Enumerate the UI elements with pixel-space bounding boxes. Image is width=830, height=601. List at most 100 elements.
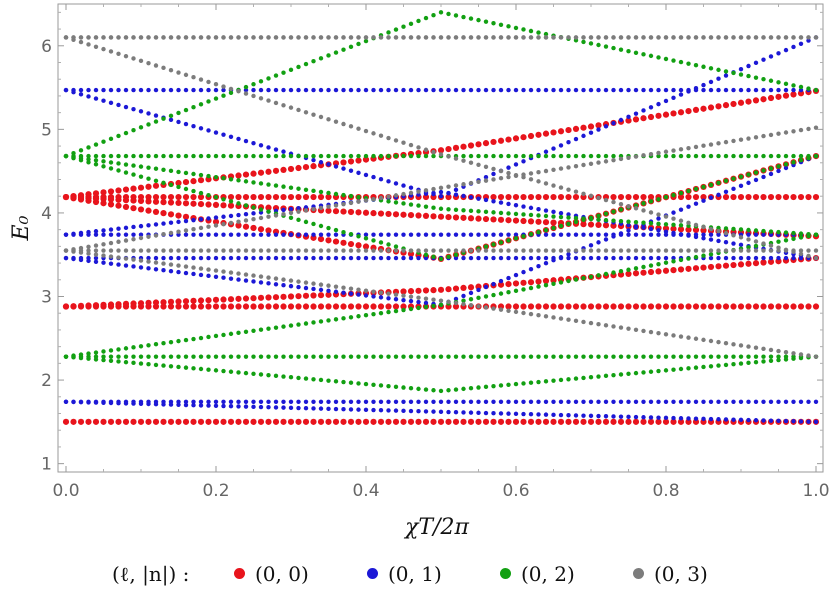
data-point <box>761 228 766 234</box>
data-point <box>513 255 519 261</box>
data-point <box>723 230 729 236</box>
data-point <box>475 283 482 290</box>
data-point <box>641 264 646 270</box>
data-point <box>378 383 384 388</box>
data-point <box>618 47 624 52</box>
data-point <box>663 232 669 237</box>
data-point <box>505 136 512 143</box>
data-point <box>101 260 106 265</box>
data-point <box>123 401 129 406</box>
data-point <box>626 267 631 272</box>
data-point <box>737 261 745 268</box>
data-point <box>491 199 496 204</box>
data-point <box>467 142 475 149</box>
data-points <box>62 10 820 425</box>
data-point <box>692 106 700 114</box>
data-point <box>708 364 714 369</box>
data-point <box>686 416 691 421</box>
data-point <box>506 275 511 281</box>
data-point <box>228 331 234 337</box>
data-point <box>168 220 174 225</box>
data-point <box>610 193 617 201</box>
data-point <box>633 232 639 237</box>
data-point <box>190 200 197 207</box>
data-point <box>716 180 721 186</box>
data-point <box>587 123 595 130</box>
data-point <box>86 351 91 356</box>
data-point <box>272 167 280 174</box>
data-point <box>168 364 174 369</box>
data-point <box>626 326 631 331</box>
data-point <box>176 229 181 234</box>
data-point <box>63 399 69 404</box>
data-point <box>371 289 376 294</box>
data-point <box>745 303 752 310</box>
data-point <box>603 232 609 237</box>
data-point <box>633 50 639 55</box>
data-point <box>303 280 309 285</box>
data-point <box>272 303 280 310</box>
data-point <box>363 153 369 159</box>
data-point <box>437 286 445 293</box>
data-point <box>386 35 391 40</box>
data-point <box>596 273 601 278</box>
data-point <box>161 261 166 266</box>
data-point <box>551 378 556 383</box>
data-point <box>242 193 250 201</box>
data-point <box>453 232 459 237</box>
data-point <box>476 179 481 185</box>
data-point <box>633 224 639 229</box>
data-point <box>251 273 256 278</box>
data-point <box>738 153 744 159</box>
data-point <box>167 298 175 305</box>
data-point <box>371 354 376 359</box>
data-point <box>438 206 444 211</box>
data-point <box>183 248 189 253</box>
data-point <box>558 316 564 321</box>
data-point <box>228 276 234 281</box>
data-point <box>341 399 346 404</box>
data-point <box>723 240 729 245</box>
data-point <box>130 205 137 212</box>
data-point <box>168 268 174 274</box>
data-point <box>378 153 384 159</box>
data-point <box>251 399 256 404</box>
data-point <box>236 271 241 276</box>
data-point <box>123 153 129 159</box>
data-point <box>115 196 122 203</box>
data-point <box>123 104 129 110</box>
data-point <box>453 192 459 197</box>
data-point <box>438 87 444 93</box>
data-point <box>460 284 467 292</box>
data-point <box>595 122 602 129</box>
data-point <box>618 231 624 236</box>
data-point <box>738 354 744 359</box>
data-point <box>603 211 609 216</box>
data-point <box>701 236 706 241</box>
data-point <box>228 399 234 404</box>
data-point <box>483 178 489 183</box>
data-point <box>243 272 249 277</box>
data-point <box>71 231 76 237</box>
data-point <box>183 264 189 269</box>
data-point <box>761 35 766 40</box>
data-point <box>302 418 310 425</box>
data-point <box>393 297 399 302</box>
data-point <box>326 225 331 231</box>
data-point <box>378 248 384 253</box>
data-point <box>100 189 107 196</box>
data-point <box>708 354 714 359</box>
data-point <box>632 193 640 201</box>
data-point <box>625 303 632 310</box>
data-point <box>678 153 684 159</box>
data-point <box>671 210 676 215</box>
data-point <box>326 255 331 261</box>
data-point <box>348 124 354 129</box>
data-point <box>783 230 789 235</box>
data-point <box>182 200 190 207</box>
data-point <box>633 370 639 376</box>
data-point <box>693 336 699 341</box>
data-point <box>656 232 661 237</box>
data-point <box>723 248 729 253</box>
x-tick-label: 0.8 <box>652 481 679 501</box>
